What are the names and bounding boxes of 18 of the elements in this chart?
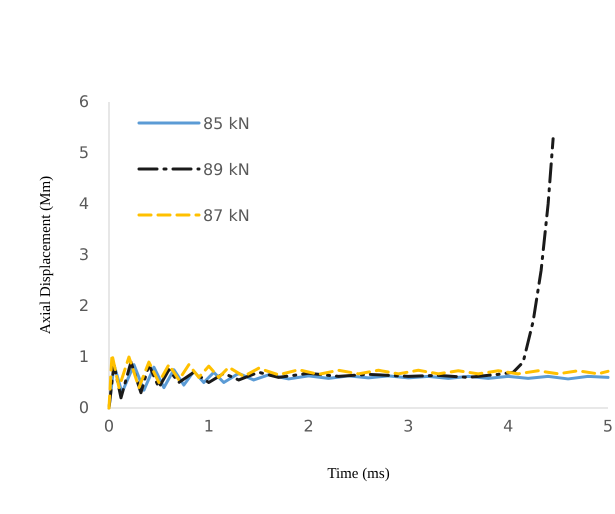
y-tick-label: 4	[78, 194, 89, 214]
y-axis-title: Axial Displacement (Mm)	[38, 176, 54, 334]
legend-label: 87 kN	[203, 206, 250, 225]
x-tick-label: 2	[304, 416, 314, 436]
x-tick-label: 0	[104, 416, 114, 436]
y-tick-label: 3	[78, 245, 89, 264]
y-tick-label: 0	[78, 398, 89, 418]
x-tick-label: 5	[602, 416, 614, 436]
legend-label: 85 kN	[203, 114, 250, 133]
y-tick-label: 6	[78, 92, 89, 112]
x-tick-label: 4	[503, 416, 514, 436]
y-tick-label: 2	[78, 296, 89, 316]
x-tick-label: 3	[403, 416, 414, 436]
y-tick-label: 5	[78, 143, 89, 162]
x-tick-label: 1	[204, 416, 214, 436]
x-axis-title: Time (ms)	[327, 466, 390, 482]
legend-label: 89 kN	[203, 160, 250, 179]
y-tick-label: 1	[78, 347, 89, 366]
